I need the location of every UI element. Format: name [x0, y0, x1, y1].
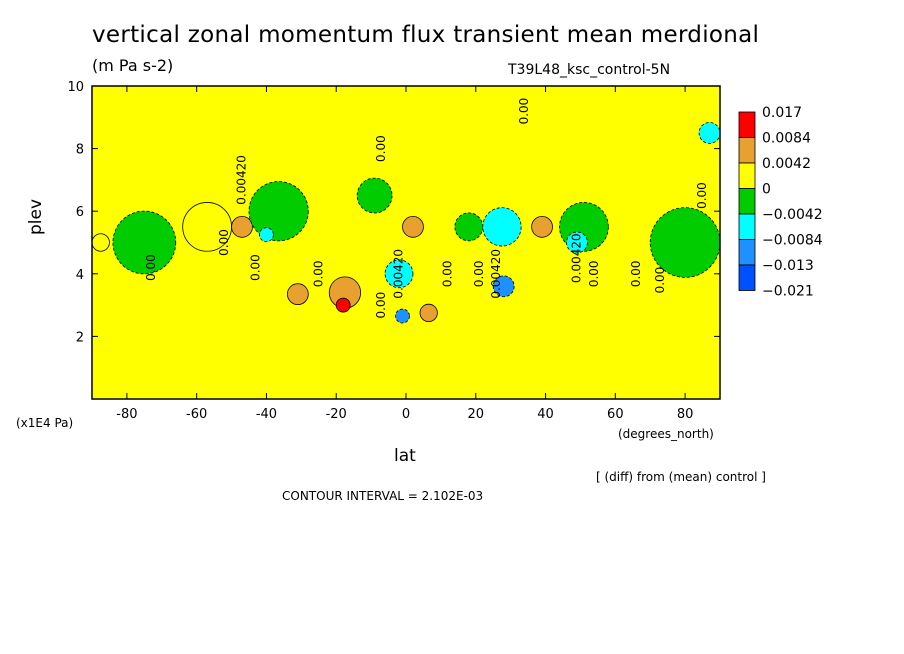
legend-label-3: 0	[762, 182, 771, 198]
contour-label-16: 0.00	[695, 182, 709, 209]
contour-label-0: 0.00	[144, 254, 158, 281]
legend-swatch-0	[738, 111, 756, 138]
contour-label-9: 0.00	[472, 260, 486, 287]
y-tick-label-1: 4	[76, 268, 84, 283]
legend-label-6: −0.013	[762, 258, 814, 274]
region-19	[566, 231, 588, 254]
legend-swatch-6	[738, 264, 756, 291]
region-5	[259, 227, 274, 243]
x-axis: -80 -60 -40 -20 0 20 40 60 80	[116, 86, 693, 422]
region-9	[356, 177, 393, 214]
y-axis-unit: (x1E4 Pa)	[16, 416, 74, 430]
legend-swatch-1	[738, 137, 756, 164]
region-15	[482, 207, 522, 247]
x-tick-label-8: 80	[677, 407, 694, 422]
x-axis-label: lat	[394, 446, 416, 466]
contour-label-15: 0.00	[653, 267, 667, 294]
y-tick-label-4: 10	[67, 80, 84, 95]
contour-label-12: 0.00420	[569, 233, 583, 283]
region-12	[402, 215, 424, 238]
contour-label-8: 0.00	[440, 260, 454, 287]
x-tick-label-5: 20	[468, 407, 485, 422]
region-6	[286, 283, 309, 306]
contour-label-6: 0.00	[374, 292, 388, 319]
legend-label-2: 0.0042	[762, 156, 811, 172]
x-tick-label-1: -60	[186, 407, 207, 422]
contour-label-4: 0.00	[311, 260, 325, 287]
legend-label-1: 0.0084	[762, 131, 811, 147]
region-1	[112, 210, 177, 275]
x-tick-label-6: 40	[537, 407, 554, 422]
legend-label-7: −0.021	[762, 284, 814, 300]
region-13	[419, 303, 438, 323]
x-tick-label-7: 60	[607, 407, 624, 422]
field-background	[92, 86, 720, 399]
y-tick-label-2: 6	[76, 205, 84, 220]
contour-label-13: 0.00	[587, 260, 601, 287]
legend-swatch-3	[738, 188, 756, 215]
region-4	[248, 181, 309, 242]
contour-label-2: 0.00420	[235, 155, 249, 205]
contour-label-5: 0.00	[374, 135, 388, 162]
contour-label-14: 0.00	[629, 260, 643, 287]
x-tick-label-0: -80	[116, 407, 137, 422]
x-tick-label-3: -20	[326, 407, 347, 422]
contour-interval: CONTOUR INTERVAL = 2.102E-03	[282, 489, 484, 503]
region-10	[384, 259, 414, 289]
legend-label-0: 0.017	[762, 105, 802, 121]
contour-label-10: 0.00420	[489, 249, 503, 299]
legend-swatch-5	[738, 239, 756, 266]
legend-swatch-2	[738, 162, 756, 189]
region-0	[92, 233, 110, 252]
contour-label-7: 0.00420	[392, 249, 406, 299]
diff-note: [ (diff) from (mean) control ]	[596, 470, 766, 484]
chart-title: vertical zonal momentum flux transient m…	[92, 22, 760, 48]
region-17	[531, 215, 553, 238]
region-14	[454, 212, 484, 242]
y-tick-label-0: 2	[76, 330, 84, 345]
region-8	[335, 297, 351, 313]
x-tick-label-2: -40	[256, 407, 277, 422]
y-tick-label-3: 8	[76, 143, 84, 158]
legend: 0.017 0.0084 0.0042 0 −0.0042 −0.0084 −0.013 −0…	[738, 105, 823, 300]
contour-label-3: 0.00	[248, 254, 262, 281]
region-21	[698, 122, 720, 144]
contour-label-1: 0.00	[217, 229, 231, 256]
y-axis: 2 4 6 8 10	[67, 80, 720, 345]
contour-label-11: 0.00	[517, 98, 531, 125]
legend-label-5: −0.0084	[762, 233, 823, 249]
legend-label-4: −0.0042	[762, 207, 823, 223]
x-axis-unit: (degrees_north)	[618, 427, 714, 441]
region-11	[395, 308, 410, 324]
experiment-label: T39L48_ksc_control-5N	[508, 62, 671, 78]
x-tick-label-4: 0	[402, 407, 410, 422]
region-3	[231, 215, 253, 238]
legend-swatch-4	[738, 213, 756, 240]
chart-units: (m Pa s-2)	[92, 56, 174, 75]
region-16	[492, 275, 515, 298]
